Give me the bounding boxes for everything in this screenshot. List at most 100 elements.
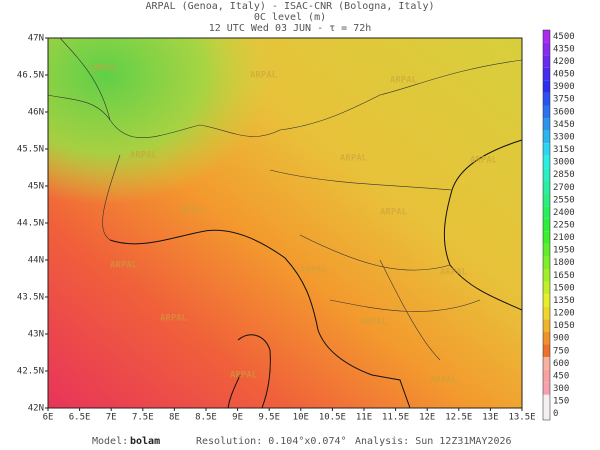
colorbar-label: 4050: [553, 70, 575, 80]
colorbar-label: 4200: [553, 57, 575, 67]
footer-analysis: Analysis: Sun 12Z31MAY2026: [355, 436, 512, 447]
colorbar-label: 1650: [553, 271, 575, 281]
colorbar-label: 1200: [553, 309, 575, 319]
colorbar-swatch: [543, 231, 550, 244]
colorbar-swatch: [543, 130, 550, 144]
watermark: ARPAL: [90, 64, 118, 74]
colorbar-label: 3150: [553, 145, 575, 155]
lon-label: 12E: [419, 413, 435, 423]
colorbar-label: 2400: [553, 208, 575, 218]
watermark: ARPAL: [300, 266, 328, 276]
colorbar-label: 3300: [553, 132, 575, 142]
colorbar-label: 2850: [553, 170, 575, 180]
lon-label: 13E: [482, 413, 498, 423]
colorbar-label: 600: [553, 359, 569, 369]
colorbar-swatch: [543, 357, 550, 370]
watermark: ARPAL: [160, 314, 188, 324]
colorbar-label: 3600: [553, 107, 575, 117]
colorbar-swatch: [543, 193, 550, 207]
lon-label: 7E: [106, 413, 117, 423]
watermark: ARPAL: [440, 268, 468, 278]
watermark: ARPAL: [340, 154, 368, 164]
border: [59, 37, 523, 139]
lon-label: 6E: [43, 413, 54, 423]
colorbar: 4500435042004050390037503600345033003150…: [542, 29, 575, 421]
island: [227, 334, 271, 409]
colorbar-swatch: [543, 118, 550, 131]
lat-label: 43N: [28, 330, 44, 340]
lat-label: 43.5N: [17, 293, 44, 303]
colorbar-swatch: [543, 180, 550, 194]
colorbar-swatch: [543, 92, 550, 106]
header-line: 12 UTC Wed 03 JUN - τ = 72h: [209, 23, 372, 34]
map: ARPAL ARPAL ARPAL ARPAL ARPAL ARPAL ARPAL ARPAL…: [47, 37, 523, 409]
colorbar-swatch: [543, 369, 550, 383]
colorbar-swatch: [543, 55, 550, 68]
colorbar-swatch: [543, 42, 550, 56]
colorbar-label: 2700: [553, 183, 575, 193]
colorbar-swatch: [543, 319, 550, 332]
watermark: ARPAL: [230, 371, 258, 381]
lon-label: 12.5E: [445, 413, 472, 423]
lon-label: 10E: [293, 413, 309, 423]
colorbar-label: 4500: [553, 32, 575, 42]
colorbar-swatch: [543, 281, 550, 295]
lon-label: 8E: [169, 413, 180, 423]
lat-label: 45N: [28, 182, 44, 192]
colorbar-label: 1350: [553, 296, 575, 306]
watermarks: ARPAL ARPAL ARPAL ARPAL ARPAL ARPAL ARPAL ARPAL…: [90, 64, 498, 386]
colorbar-swatch: [543, 30, 550, 43]
colorbar-swatch: [543, 143, 550, 156]
watermark: ARPAL: [130, 151, 158, 161]
colorbar-swatch: [543, 407, 550, 420]
colorbar-label: 4350: [553, 44, 575, 54]
colorbar-swatch: [543, 206, 550, 219]
colorbar-swatch: [543, 218, 550, 232]
lon-label: 13.5E: [508, 413, 535, 423]
colorbar-swatch: [543, 67, 550, 81]
colorbar-label: 2250: [553, 221, 575, 231]
footer-label: Model:: [92, 436, 128, 447]
header-line: ARPAL (Genoa, Italy) - ISAC-CNR (Bologna…: [146, 1, 435, 12]
colorbar-label: 2100: [553, 233, 575, 243]
coastline: [109, 229, 411, 409]
colorbar-label: 1500: [553, 283, 575, 293]
coastline: [443, 139, 523, 311]
colorbar-label: 3450: [553, 120, 575, 130]
lat-label: 42N: [28, 404, 44, 414]
lon-label: 9.5E: [258, 413, 280, 423]
colorbar-swatch: [543, 168, 550, 181]
watermark: ARPAL: [250, 71, 278, 81]
colorbar-label: 3900: [553, 82, 575, 92]
lon-label: 8.5E: [195, 413, 217, 423]
watermark: ARPAL: [180, 206, 208, 216]
colorbar-label: 300: [553, 384, 569, 394]
lat-label: 42.5N: [17, 367, 44, 377]
colorbar-swatch: [543, 256, 550, 270]
footer-resolution: Resolution: 0.104°x0.074°: [196, 436, 347, 447]
lon-label: 11.5E: [382, 413, 409, 423]
colorbar-label: 3000: [553, 158, 575, 168]
colorbar-label: 1800: [553, 258, 575, 268]
lon-label: 9E: [232, 413, 243, 423]
colorbar-swatch: [543, 269, 550, 282]
colorbar-swatch: [543, 105, 550, 119]
colorbar-swatch: [543, 155, 550, 169]
watermark: ARPAL: [430, 376, 458, 386]
colorbar-swatch: [543, 331, 550, 345]
colorbar-label: 450: [553, 371, 569, 381]
colorbar-label: 0: [553, 409, 558, 419]
lat-label: 44.5N: [17, 219, 44, 229]
lat-label: 47N: [28, 34, 44, 44]
colorbar-swatch: [543, 294, 550, 307]
watermark: ARPAL: [470, 156, 498, 166]
lat-label: 44N: [28, 256, 44, 266]
border: [47, 94, 481, 361]
colorbar-label: 900: [553, 334, 569, 344]
colorbar-swatch: [543, 243, 550, 257]
colorbar-swatch: [543, 344, 550, 358]
header: ARPAL (Genoa, Italy) - ISAC-CNR (Bologna…: [146, 1, 435, 34]
lon-label: 6.5E: [69, 413, 91, 423]
lat-label: 46.5N: [17, 71, 44, 81]
